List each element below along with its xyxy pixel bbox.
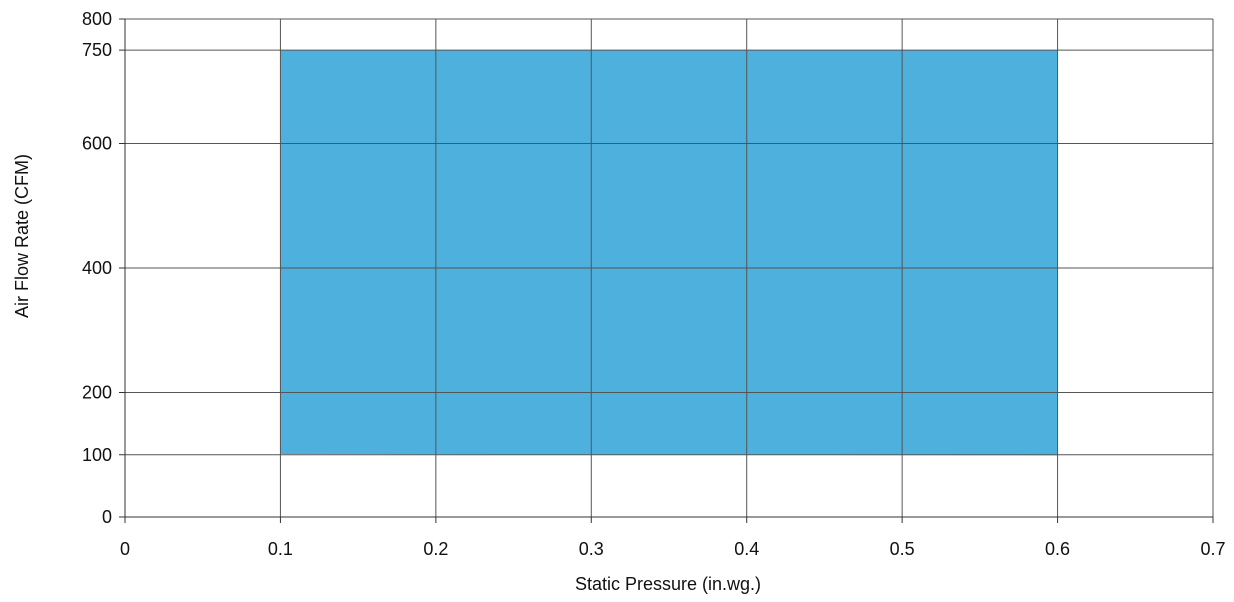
y-axis-title: Air Flow Rate (CFM) [12,154,32,318]
grid [125,18,1214,517]
x-tick-label-0.6: 0.6 [1045,539,1070,559]
ticks: 0 100 200 400 600 750 800 0 0.1 0.2 0.3 0.4 0.5 0.6 0.… [82,9,1226,559]
y-tick-label-200: 200 [82,383,112,403]
plot-area [280,50,1058,456]
y-tick-label-600: 600 [82,134,112,154]
y-tick-label-800: 800 [82,9,112,29]
x-tick-label-0.3: 0.3 [579,539,604,559]
x-tick-label-0.4: 0.4 [734,539,759,559]
x-tick-label-0.5: 0.5 [890,539,915,559]
x-tick-label-0.2: 0.2 [423,539,448,559]
y-tick-label-100: 100 [82,445,112,465]
y-tick-label-400: 400 [82,258,112,278]
x-axis-title: Static Pressure (in.wg.) [575,574,761,594]
x-tick-label-0: 0 [120,539,130,559]
area-region-0 [280,50,1058,456]
x-tick-label-0.1: 0.1 [268,539,293,559]
x-tick-label-0.7: 0.7 [1200,539,1225,559]
axes [120,19,1213,522]
y-tick-label-0: 0 [102,507,112,527]
y-tick-label-750: 750 [82,40,112,60]
